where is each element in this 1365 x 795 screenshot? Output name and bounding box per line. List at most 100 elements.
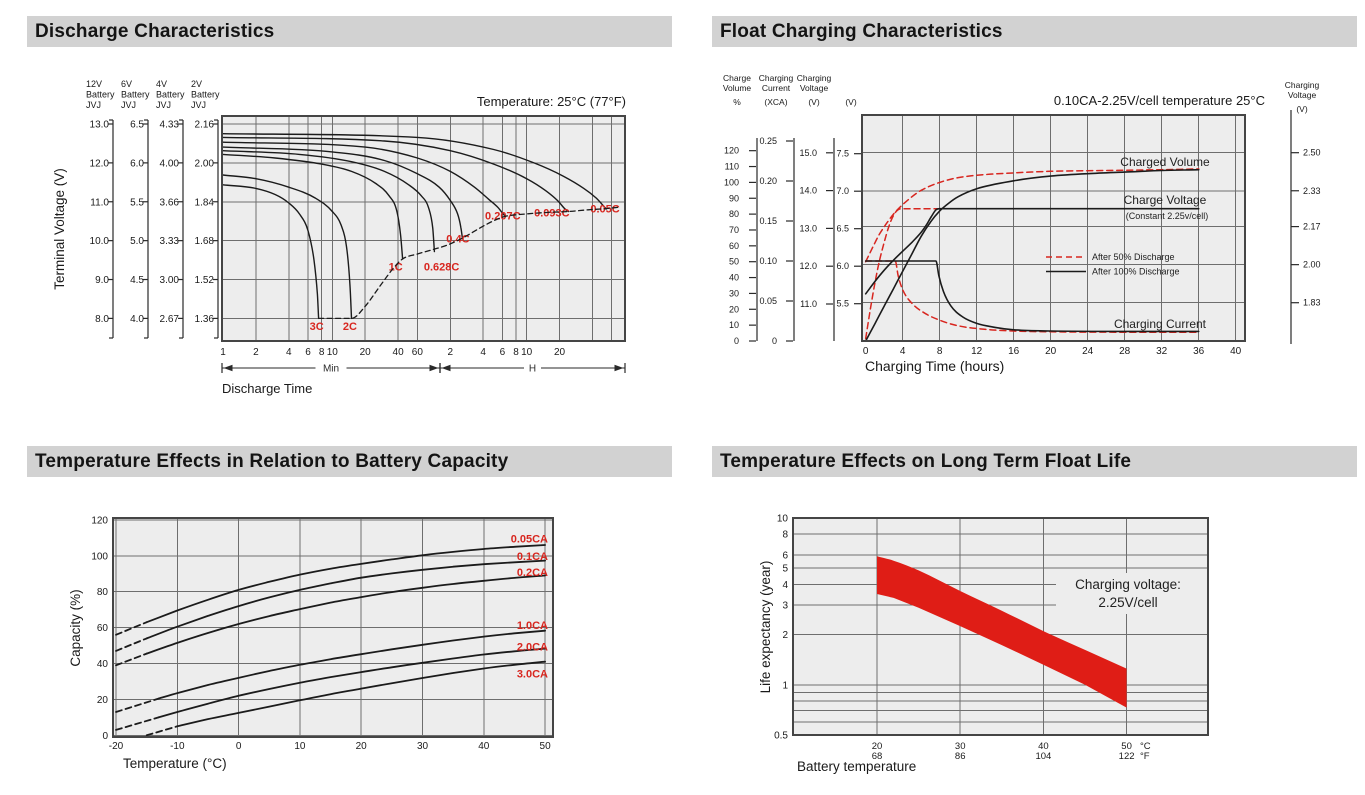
svg-text:2.33: 2.33 [1303, 186, 1321, 196]
svg-text:Min: Min [323, 364, 339, 375]
svg-text:0.5: 0.5 [774, 731, 788, 742]
svg-text:Temperature: 25°C (77°F): Temperature: 25°C (77°F) [477, 94, 626, 109]
svg-text:8.0: 8.0 [95, 314, 109, 325]
svg-text:2.67: 2.67 [160, 314, 180, 325]
chart-temperature-capacity: 0.05CA 0.1CA 0.2CA 1.0CA 2.0CA 3.0CA 0 20 40 60 80… [68, 515, 554, 771]
svg-text:5.5: 5.5 [836, 299, 849, 309]
svg-text:10: 10 [729, 320, 739, 330]
svg-text:2V: 2V [191, 79, 202, 89]
svg-text:30: 30 [955, 741, 966, 752]
svg-text:Charging voltage:: Charging voltage: [1075, 577, 1181, 592]
svg-text:4.0: 4.0 [130, 314, 144, 325]
svg-text:80: 80 [97, 587, 109, 598]
svg-text:5: 5 [782, 564, 788, 575]
svg-text:Volume: Volume [723, 83, 752, 93]
svg-text:8: 8 [937, 346, 943, 357]
svg-text:-10: -10 [170, 741, 185, 752]
svg-text:122: 122 [1119, 751, 1135, 762]
svg-text:2.25V/cell: 2.25V/cell [1098, 595, 1157, 610]
svg-text:2.16: 2.16 [195, 120, 215, 131]
svg-text:4.33: 4.33 [160, 120, 180, 131]
svg-text:12: 12 [971, 346, 983, 357]
svg-text:1: 1 [220, 347, 226, 358]
svg-text:Charged Volume: Charged Volume [1120, 155, 1210, 169]
svg-text:0: 0 [863, 346, 869, 357]
svg-text:(V): (V) [808, 97, 820, 107]
svg-text:0.20: 0.20 [759, 176, 777, 186]
svg-text:6.0: 6.0 [836, 261, 849, 271]
svg-text:60: 60 [97, 623, 109, 634]
svg-text:20: 20 [97, 695, 109, 706]
svg-text:1: 1 [782, 680, 788, 691]
svg-text:Capacity (%): Capacity (%) [68, 589, 83, 666]
svg-text:(V): (V) [1296, 104, 1308, 114]
svg-text:68: 68 [872, 751, 883, 762]
svg-text:0.2CA: 0.2CA [517, 567, 548, 579]
svg-text:40: 40 [1230, 346, 1242, 357]
svg-text:6: 6 [305, 347, 311, 358]
svg-text:2.00: 2.00 [1303, 260, 1321, 270]
svg-text:Life expectancy (year): Life expectancy (year) [758, 561, 773, 694]
svg-text:90: 90 [729, 193, 739, 203]
svg-text:2.0CA: 2.0CA [517, 641, 548, 653]
svg-text:6: 6 [500, 347, 506, 358]
chart-float-life: Charging voltage:2.25V/cell1086543210.52… [758, 514, 1209, 774]
svg-text:2: 2 [782, 630, 788, 641]
svg-text:0.05CA: 0.05CA [511, 534, 548, 546]
svg-text:Charging: Charging [759, 73, 794, 83]
svg-text:60: 60 [729, 241, 739, 251]
svg-text:10: 10 [521, 347, 533, 358]
svg-text:After 100% Discharge: After 100% Discharge [1092, 267, 1180, 277]
header-discharge-characteristics: Discharge Characteristics [27, 16, 672, 47]
svg-text:JVJ: JVJ [156, 100, 171, 110]
svg-text:3.66: 3.66 [160, 197, 180, 208]
svg-text:13.0: 13.0 [90, 120, 110, 131]
svg-text:Charging: Charging [797, 73, 832, 83]
svg-text:0: 0 [734, 336, 739, 346]
svg-text:6: 6 [782, 551, 788, 562]
svg-text:6V: 6V [121, 79, 132, 89]
chart-float-charging: 010203040506070809010011012000.050.100.1… [723, 73, 1321, 374]
svg-text:11.0: 11.0 [90, 197, 109, 208]
svg-text:3.33: 3.33 [160, 236, 180, 247]
svg-text:Charging: Charging [1285, 80, 1320, 90]
svg-text:2.00: 2.00 [195, 158, 215, 169]
svg-text:4: 4 [900, 346, 906, 357]
svg-text:0.628C: 0.628C [424, 261, 460, 273]
svg-text:20: 20 [729, 304, 739, 314]
svg-text:8: 8 [513, 347, 519, 358]
svg-text:3C: 3C [310, 321, 324, 333]
svg-text:2.17: 2.17 [1303, 222, 1321, 232]
svg-text:40: 40 [729, 273, 739, 283]
svg-text:8: 8 [782, 530, 788, 541]
svg-text:Voltage: Voltage [1288, 90, 1317, 100]
svg-text:6.5: 6.5 [130, 120, 144, 131]
svg-text:0.05: 0.05 [759, 296, 777, 306]
svg-text:0: 0 [236, 741, 242, 752]
svg-text:0.207C: 0.207C [485, 210, 521, 222]
svg-text:3: 3 [782, 601, 788, 612]
svg-text:Battery temperature: Battery temperature [797, 759, 916, 774]
svg-text:11.0: 11.0 [800, 299, 817, 309]
svg-text:(XCA): (XCA) [764, 97, 787, 107]
svg-text:12.0: 12.0 [799, 261, 817, 271]
svg-text:Terminal Voltage (V): Terminal Voltage (V) [52, 168, 67, 290]
svg-text:2: 2 [253, 347, 259, 358]
svg-text:°F: °F [1140, 751, 1150, 762]
svg-text:1.68: 1.68 [195, 236, 215, 247]
header-temperature-effects-float-life: Temperature Effects on Long Term Float L… [712, 446, 1357, 477]
svg-text:10: 10 [294, 741, 306, 752]
svg-text:6.5: 6.5 [836, 224, 849, 234]
svg-text:H: H [529, 364, 536, 375]
svg-text:0.15: 0.15 [759, 216, 777, 226]
svg-text:86: 86 [955, 751, 966, 762]
header-float-charging-characteristics: Float Charging Characteristics [712, 16, 1357, 47]
svg-text:°C: °C [1140, 741, 1151, 752]
svg-text:0.25: 0.25 [759, 136, 777, 146]
svg-text:50: 50 [1121, 741, 1132, 752]
svg-text:20: 20 [356, 741, 368, 752]
svg-text:30: 30 [417, 741, 429, 752]
svg-text:110: 110 [725, 162, 739, 172]
